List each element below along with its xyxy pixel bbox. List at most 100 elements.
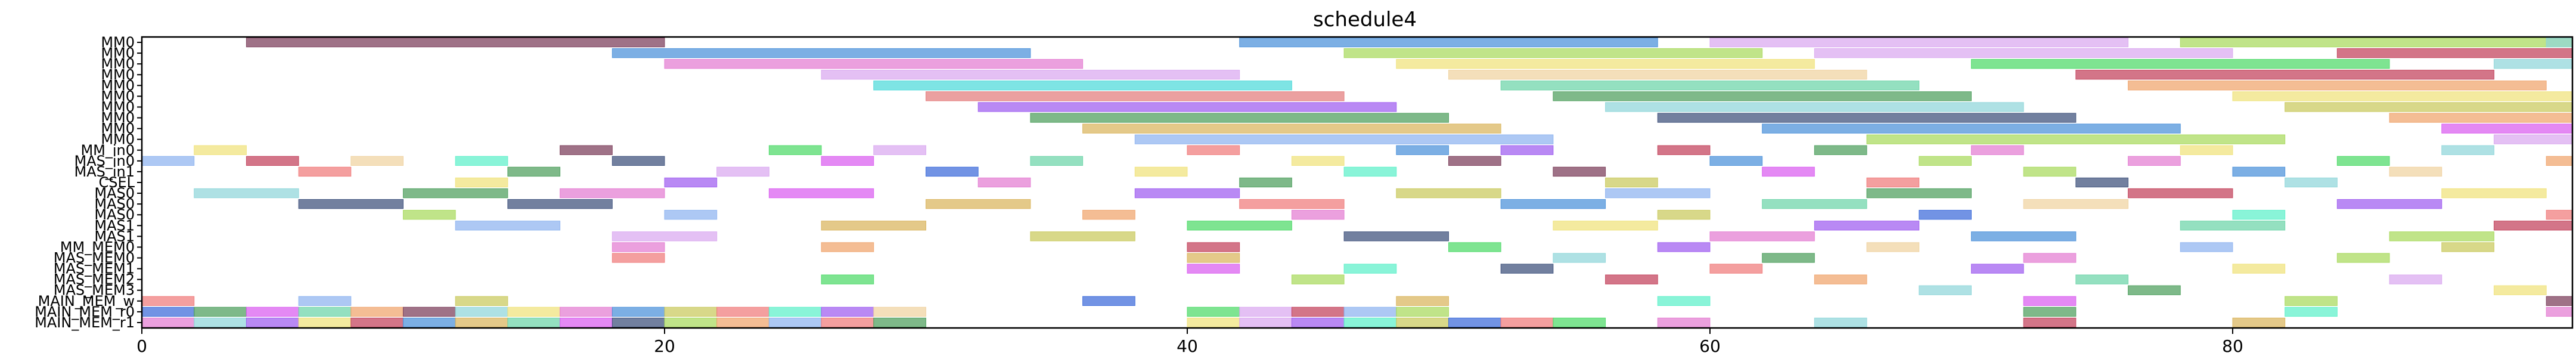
schedule-bar [2389, 274, 2442, 284]
y-tick-label: CSEL [98, 174, 135, 191]
schedule-bar [1500, 80, 1920, 91]
schedule-bar [1814, 221, 1920, 231]
schedule-bar [2389, 113, 2572, 123]
schedule-bar [1605, 102, 2024, 112]
schedule-bar [2441, 188, 2547, 199]
schedule-bar [2128, 188, 2233, 199]
schedule-bar [2441, 123, 2572, 134]
schedule-bar [2285, 306, 2338, 317]
schedule-bar [768, 306, 822, 317]
schedule-bar [350, 156, 404, 166]
schedule-bar [1291, 274, 1345, 284]
schedule-bar [1866, 188, 1972, 199]
schedule-bar [1919, 285, 1972, 295]
schedule-bar [1082, 296, 1135, 306]
schedule-bar [2023, 317, 2077, 328]
schedule-bar [194, 306, 247, 317]
schedule-bar [2075, 177, 2129, 188]
schedule-bar [2441, 145, 2494, 155]
schedule-bar [350, 306, 404, 317]
schedule-bar [1134, 134, 1554, 144]
schedule-bar [2493, 221, 2572, 231]
y-tick-label: MM0 [101, 55, 135, 72]
schedule-bar [194, 145, 247, 155]
schedule-bar [455, 306, 508, 317]
schedule-bar [1343, 166, 1397, 177]
schedule-bar [1187, 253, 1240, 263]
schedule-bar [1187, 264, 1240, 274]
schedule-bar [664, 317, 718, 328]
schedule-bar [1343, 48, 1763, 58]
schedule-bar [1343, 306, 1397, 317]
schedule-bar [1500, 199, 1606, 209]
schedule-bar [298, 306, 352, 317]
x-tick-label: 20 [654, 336, 675, 353]
schedule-bar [1396, 317, 1449, 328]
schedule-bar [2232, 210, 2286, 220]
x-tick-label: 40 [1177, 336, 1198, 353]
schedule-bar [2493, 59, 2572, 69]
schedule-bar [2546, 156, 2572, 166]
schedule-bar [1605, 188, 1711, 199]
schedule-bar [2180, 242, 2233, 252]
schedule-bar [977, 102, 1397, 112]
schedule-bar [1239, 199, 1345, 209]
schedule-bar [821, 306, 874, 317]
schedule-bar [194, 317, 247, 328]
schedule-bar [1500, 317, 1554, 328]
y-tick-label: MAS_MEM0 [54, 250, 135, 267]
schedule-bar [455, 221, 561, 231]
y-tick-label: MM0 [101, 98, 135, 115]
schedule-bar [1553, 221, 1658, 231]
schedule-bar [664, 210, 718, 220]
schedule-bar [2336, 48, 2572, 58]
schedule-bar [2546, 306, 2572, 317]
schedule-bar [1657, 317, 1711, 328]
schedule-bar [2023, 306, 2077, 317]
schedule-bar [1814, 48, 2233, 58]
schedule-bar [298, 317, 352, 328]
y-tick-label: MAS1 [94, 228, 135, 244]
schedule-bar [1919, 210, 1972, 220]
schedule-bar [2232, 91, 2572, 101]
y-tick-label: MAS_MEM3 [54, 282, 135, 299]
schedule-bar [142, 156, 195, 166]
schedule-bar [1082, 210, 1135, 220]
schedule-bar [1187, 221, 1292, 231]
schedule-bar [455, 156, 508, 166]
schedule-bar [142, 306, 195, 317]
schedule-bar [2285, 102, 2572, 112]
y-tick-label: MAS_in1 [74, 163, 135, 180]
schedule-bar [1762, 123, 2181, 134]
schedule-bar [2128, 156, 2181, 166]
y-tick-label: MAS_MEM1 [54, 261, 135, 277]
y-tick-label: MAS_MEM2 [54, 271, 135, 288]
schedule-bar [2075, 70, 2494, 80]
schedule-bar [1553, 253, 1606, 263]
schedule-bar [1814, 317, 1867, 328]
schedule-bar [1396, 59, 1815, 69]
schedule-bar [507, 166, 561, 177]
schedule-bar [1709, 264, 1763, 274]
schedule-bar [2546, 210, 2572, 220]
schedule-bar [1919, 156, 1972, 166]
y-tick-label: MAS0 [94, 196, 135, 212]
schedule-bar [1239, 37, 1658, 48]
y-tick-label: MM0 [101, 34, 135, 51]
schedule-bar [1239, 177, 1292, 188]
y-tick-label: MM0 [101, 88, 135, 104]
schedule-bar [2389, 231, 2494, 241]
schedule-bar [507, 199, 613, 209]
schedule-bar [2075, 274, 2129, 284]
schedule-bar [612, 231, 718, 241]
x-axis: 0 20 40 60 80 [136, 328, 2243, 353]
x-tick-label: 80 [2222, 336, 2243, 353]
schedule-bar [821, 70, 1240, 80]
schedule-bar [246, 306, 299, 317]
schedule-bar [2128, 285, 2181, 295]
schedule-bar [1291, 317, 1345, 328]
schedule-bar [1239, 317, 1292, 328]
schedule-bar [1291, 210, 1345, 220]
schedule-bar [2546, 37, 2572, 48]
schedule-bar [1396, 296, 1449, 306]
